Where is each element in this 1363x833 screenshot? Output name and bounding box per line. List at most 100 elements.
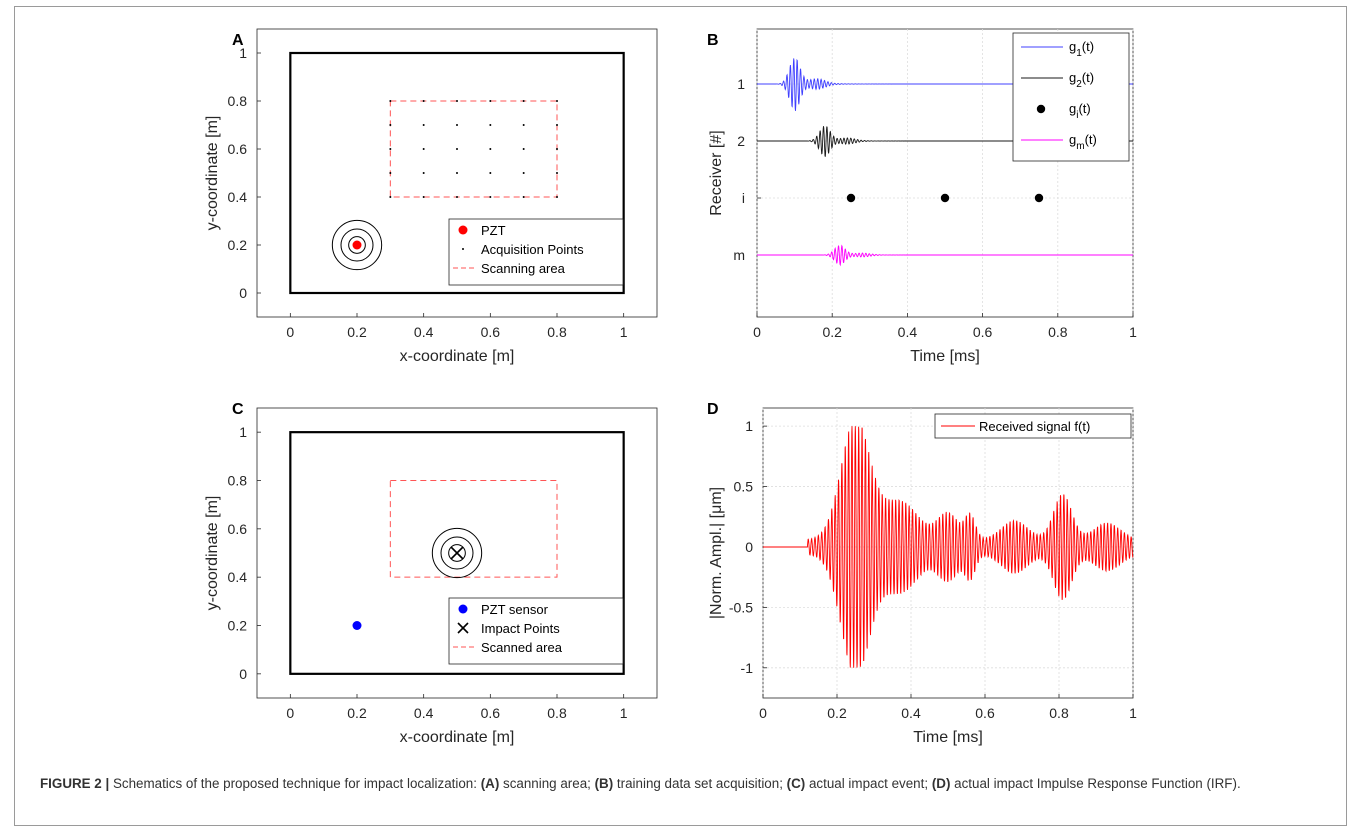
caption-label: FIGURE 2 | xyxy=(40,776,110,791)
received-signal-line xyxy=(763,426,1134,668)
panel-a-ytick-label: 0.8 xyxy=(228,93,248,109)
acquisition-point xyxy=(389,124,392,126)
legend-entry-main: g xyxy=(1069,70,1076,85)
acquisition-point xyxy=(456,124,458,126)
legend-entry-sub: m xyxy=(1076,141,1084,152)
legend-entry: PZT sensor xyxy=(481,602,549,617)
panel-d-ytick-label: 0 xyxy=(745,539,753,555)
panel-d-ytick-label: -0.5 xyxy=(729,599,753,615)
acquisition-point xyxy=(422,100,425,102)
legend-entry: gm(t) xyxy=(1069,132,1097,152)
legend-impact-marker xyxy=(457,622,469,634)
panel-b-ytick-label: 2 xyxy=(737,133,745,149)
panel-a-xtick-label: 0.2 xyxy=(347,324,367,340)
panel-d-xtick-label: 0.4 xyxy=(901,705,921,721)
panel-d-ytick-label: 1 xyxy=(745,418,753,434)
panel-a-xtick-label: 0.6 xyxy=(481,324,501,340)
acquisition-point xyxy=(389,172,392,174)
panel-b-ytick-label: 1 xyxy=(737,76,745,92)
panel-a-plate xyxy=(289,51,625,295)
panel-b-xtick-label: 1 xyxy=(1129,324,1137,340)
acquisition-point xyxy=(522,196,525,198)
caption-tag-a: (A) xyxy=(480,776,500,791)
legend-entry: Scanned area xyxy=(481,640,563,655)
acquisition-point xyxy=(389,100,392,102)
panel-a-ytick-label: 0 xyxy=(239,285,247,301)
panel-c-scan-area xyxy=(389,480,558,578)
panel-a-wave-ring xyxy=(348,236,366,254)
acquisition-point xyxy=(489,124,492,126)
acquisition-point xyxy=(456,148,458,150)
signal-gi-dot xyxy=(940,193,950,203)
panel-c-panel-label: C xyxy=(232,401,244,418)
panel-b-ytick-label: m xyxy=(733,247,745,263)
panel-b-ylabel: Receiver [#] xyxy=(708,130,725,215)
panel-c-ylabel: y-coordinate [m] xyxy=(204,496,221,611)
caption-tag-d: (D) xyxy=(931,776,951,791)
figure-canvas: A 0 0.2 0.4 0.6 0.8 1 x-coordinate [m] 0 0.2 0.4 0.… xyxy=(204,28,1137,746)
legend-acquisition-marker xyxy=(462,248,464,250)
panel-a-xtick-label: 0.8 xyxy=(547,324,567,340)
figure-frame xyxy=(14,6,1347,826)
panel-b-xtick-label: 0.4 xyxy=(898,324,918,340)
legend-entry: gi(t) xyxy=(1069,101,1091,121)
acquisition-point xyxy=(522,124,525,126)
panel-b-xlabel: Time [ms] xyxy=(910,348,980,365)
panel-d-xtick-label: 0.8 xyxy=(1049,705,1069,721)
legend-entry: g2(t) xyxy=(1069,70,1094,90)
legend-entry-tail: (t) xyxy=(1085,132,1097,147)
panel-a-xtick-label: 0 xyxy=(286,324,294,340)
panel-c-ytick-label: 0.8 xyxy=(228,473,248,489)
legend-entry-sub: i xyxy=(1076,110,1078,121)
caption-text-b: training data set acquisition; xyxy=(616,776,783,791)
legend-entry-main: g xyxy=(1069,39,1076,54)
acquisition-point xyxy=(489,172,492,174)
legend-entry: g1(t) xyxy=(1069,39,1094,59)
caption-text-c: actual impact event; xyxy=(808,776,929,791)
panel-a-ytick-label: 0.6 xyxy=(228,141,248,157)
panel-a-ytick-label: 1 xyxy=(239,45,247,61)
panel-a-xtick-label: 1 xyxy=(620,324,628,340)
panel-b-xtick-label: 0.8 xyxy=(1048,324,1068,340)
panel-c-xtick-label: 0.6 xyxy=(481,705,501,721)
acquisition-point xyxy=(456,196,458,198)
panel-c-plate xyxy=(289,431,625,675)
panel-c-xlabel: x-coordinate [m] xyxy=(400,729,515,746)
acquisition-point xyxy=(456,172,458,174)
panel-c-ytick-label: 0.2 xyxy=(228,618,248,634)
caption-intro: Schematics of the proposed technique for… xyxy=(112,776,477,791)
panel-c-legend-box xyxy=(448,597,624,665)
panel-a-xtick-label: 0.4 xyxy=(414,324,434,340)
panel-b-legend-box xyxy=(1012,32,1130,162)
panel-d-legend-box xyxy=(934,413,1132,439)
acquisition-point xyxy=(522,172,525,174)
panel-a-wave-ring xyxy=(331,219,383,271)
figure-caption: FIGURE 2 | Schematics of the proposed te… xyxy=(40,774,1320,793)
acquisition-point xyxy=(556,148,558,150)
legend-entry-tail: (t) xyxy=(1082,70,1094,85)
panel-c-ytick-label: 0 xyxy=(239,666,247,682)
legend-entry: PZT xyxy=(481,223,506,238)
legend-entry-tail: (t) xyxy=(1082,39,1094,54)
legend-entry-tail: (t) xyxy=(1078,101,1090,116)
acquisition-point xyxy=(522,148,525,150)
impact-marker xyxy=(450,546,464,560)
panel-c-wave-ring xyxy=(431,527,483,579)
caption-tag-c: (C) xyxy=(786,776,806,791)
panel-d-xtick-label: 0.2 xyxy=(827,705,847,721)
panel-d-xtick-label: 0 xyxy=(759,705,767,721)
panel-b-ytick-label: i xyxy=(742,190,745,206)
legend-pzt-sensor-marker xyxy=(458,604,468,614)
caption-text-a: scanning area; xyxy=(503,776,591,791)
panel-c-xtick-label: 0 xyxy=(286,705,294,721)
panel-b-xtick-label: 0 xyxy=(753,324,761,340)
legend-entry-main: g xyxy=(1069,101,1076,116)
panel-d-xtick-label: 0.6 xyxy=(975,705,995,721)
panel-a-legend-box xyxy=(448,218,624,286)
acquisition-point xyxy=(422,196,425,198)
panel-d-axes-box xyxy=(762,407,1134,699)
panel-a-panel-label: A xyxy=(232,32,244,49)
caption-text-d: actual impact Impulse Response Function … xyxy=(954,776,1241,791)
signal-gi-dot xyxy=(1034,193,1044,203)
panel-b-xtick-label: 0.6 xyxy=(973,324,993,340)
